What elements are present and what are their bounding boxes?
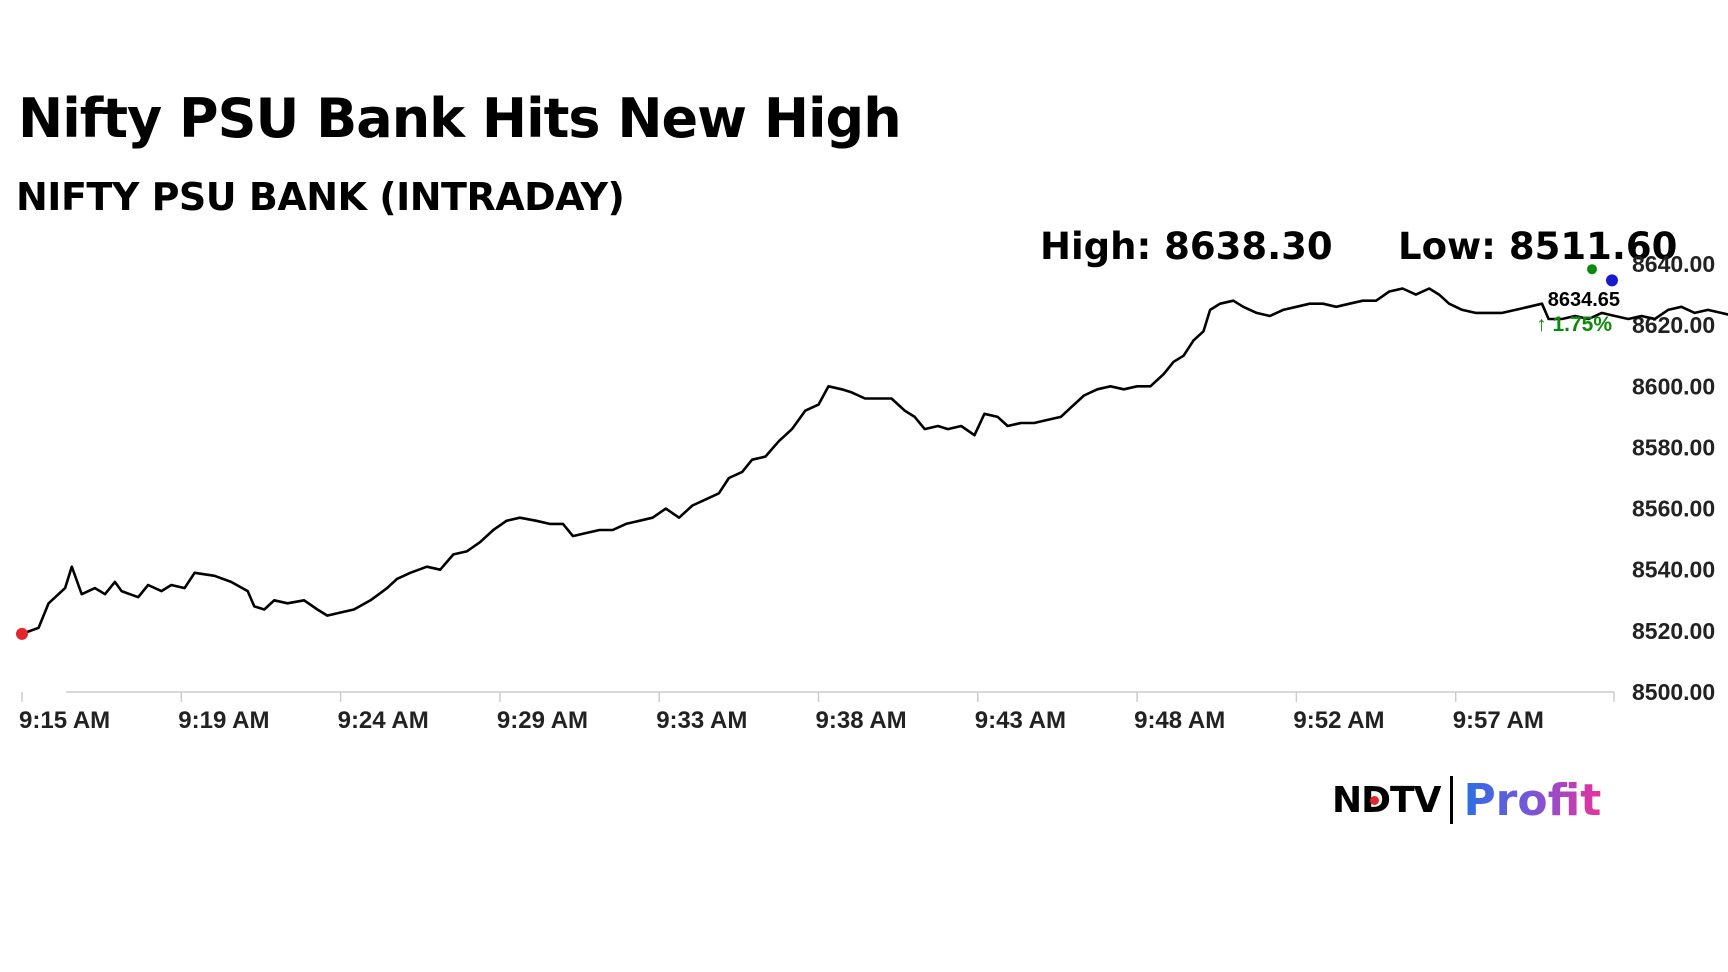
x-tick-label: 9:29 AM [497,707,588,734]
high-stat: High: 8638.30 [1040,225,1333,268]
x-tick-label: 9:48 AM [1134,707,1225,734]
x-tick-label: 9:38 AM [816,707,907,734]
x-tick-label: 9:24 AM [338,707,429,734]
y-tick-label: 8540.00 [1632,557,1715,583]
logo-brand: NDTV [1332,779,1441,821]
current-point-marker [1606,274,1618,287]
high-point-marker [1587,264,1597,275]
x-tick-label: 9:52 AM [1293,707,1384,734]
x-tick-label: 9:57 AM [1453,707,1544,734]
x-tick-label: 9:33 AM [656,707,747,734]
logo-red-dot [1370,796,1379,805]
y-tick-label: 8580.00 [1632,434,1715,460]
x-tick-label: 9:43 AM [975,707,1066,734]
chart-subtitle: NIFTY PSU BANK (INTRADAY) [16,175,625,219]
y-tick-label: 8640.00 [1632,251,1715,277]
start-point-marker [16,627,28,640]
y-axis: 8500.00 8520.00 8540.00 8560.00 8580.00 8600.… [1632,251,1715,705]
change-percent-label: ↑ 1.75% [1536,313,1612,336]
logo-product: Profit [1463,774,1602,826]
price-series-line [21,287,1728,636]
page-title: Nifty PSU Bank Hits New High [18,87,902,150]
y-tick-label: 8520.00 [1632,618,1715,644]
x-axis: 9:15 AM 9:19 AM 9:24 AM 9:29 AM 9:33 AM 9:38 … [19,691,1615,734]
x-tick-label: 9:19 AM [178,707,269,734]
low-stat: Low: 8511.60 [1398,225,1678,268]
y-tick-label: 8500.00 [1632,679,1715,705]
current-price-label: 8634.65 [1548,289,1620,311]
ndtv-profit-logo: NDTV Profit [1332,774,1602,826]
y-tick-label: 8600.00 [1632,373,1715,399]
y-tick-label: 8560.00 [1632,496,1715,522]
x-tick-label: 9:15 AM [19,707,110,734]
logo-divider [1450,776,1454,824]
